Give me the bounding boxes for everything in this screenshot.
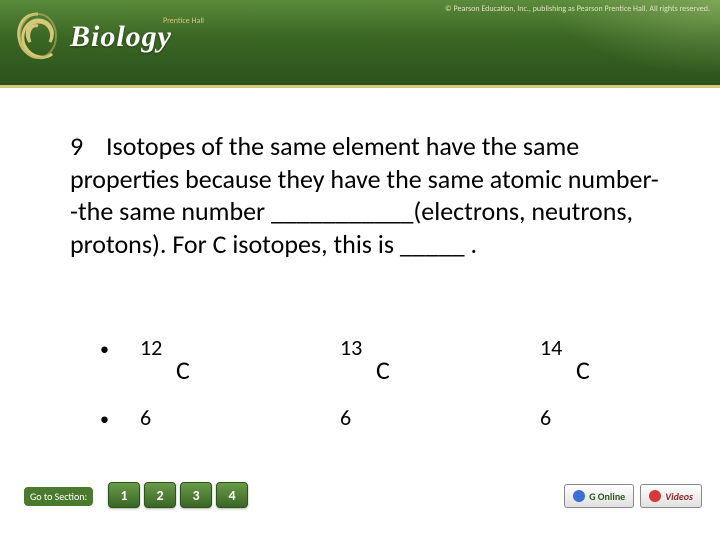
logo-icon [12,8,64,66]
nav-button-2[interactable]: 2 [144,482,176,508]
brand-name: Biology [70,20,172,53]
isotope-atomic-row: • 6 6 6 [100,398,660,431]
section-nav: 1 2 3 4 [108,482,248,508]
symbol-c-1: C [140,354,200,386]
symbol-c-2: C [340,354,400,386]
symbol-c-3: C [540,354,600,386]
atomic-6-2: 6 [340,404,400,431]
logo-area: Biology Prentice Hall [12,8,172,66]
go-online-button[interactable]: G Online [564,484,634,508]
nav-button-4[interactable]: 4 [216,482,248,508]
nav-button-3[interactable]: 3 [180,482,212,508]
videos-button[interactable]: Videos [640,484,702,508]
goto-section-label: Go to Section: [24,487,93,506]
bullet-icon: • [100,338,140,360]
question-text: 9Isotopes of the same element have the s… [70,130,660,260]
question-block: 9Isotopes of the same element have the s… [70,130,660,260]
bullet-icon: • [100,408,140,430]
copyright-text: © Pearson Education, Inc., publishing as… [445,4,710,14]
videos-label: Videos [665,490,693,503]
external-links: G Online Videos [564,484,702,508]
question-number: 9 [70,130,106,163]
logo-text: Biology Prentice Hall [70,20,172,54]
atomic-6-1: 6 [140,404,200,431]
question-body: Isotopes of the same element have the sa… [70,130,659,260]
play-icon [649,490,661,502]
nav-button-1[interactable]: 1 [108,482,140,508]
isotope-symbol-row: C C C [100,374,660,386]
publisher-name: Prentice Hall [163,16,204,26]
footer-bar: Go to Section: 1 2 3 4 G Online Videos [0,482,720,522]
go-online-label: G Online [589,490,625,503]
atomic-6-3: 6 [540,404,600,431]
globe-icon [573,490,585,502]
header-bar: © Pearson Education, Inc., publishing as… [0,0,720,88]
